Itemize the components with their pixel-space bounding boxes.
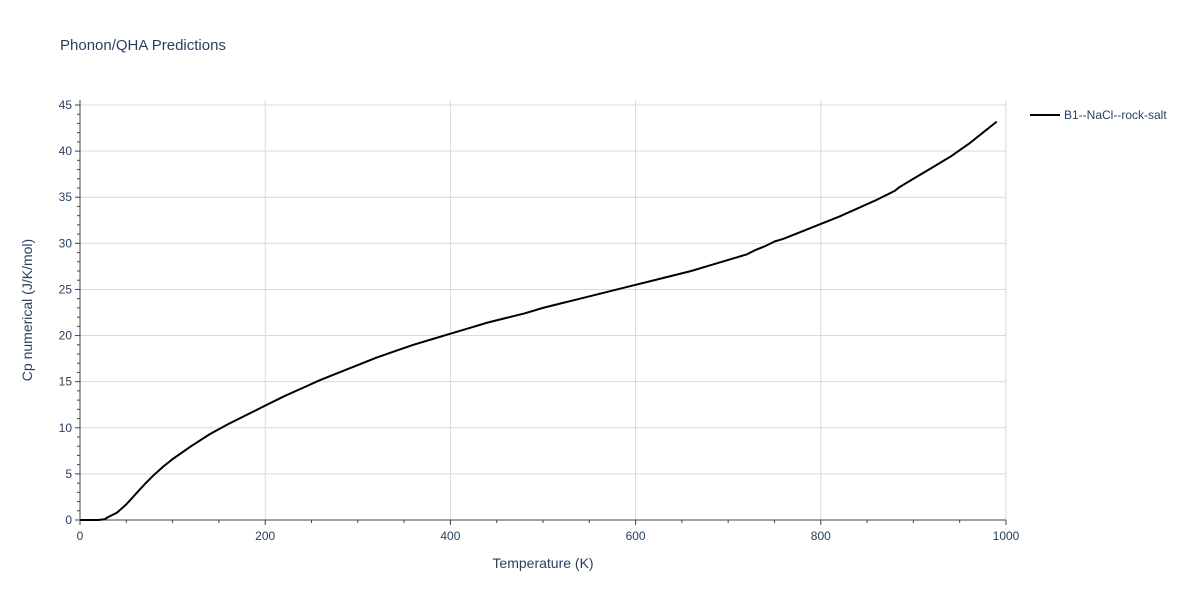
y-tick-label: 30 <box>59 236 73 250</box>
series-line <box>80 120 998 521</box>
x-tick-label: 0 <box>77 529 84 543</box>
y-tick-label: 5 <box>65 467 72 481</box>
legend-label: B1--NaCl--rock-salt <box>1064 108 1167 122</box>
chart-title: Phonon/QHA Predictions <box>60 37 226 54</box>
y-tick-label: 25 <box>59 282 73 296</box>
x-tick-label: 800 <box>811 529 831 543</box>
x-tick-label: 200 <box>255 529 275 543</box>
plot-area <box>80 120 998 521</box>
y-tick-label: 10 <box>59 421 73 435</box>
y-tick-label: 45 <box>59 98 73 112</box>
axes: 0 5 10 15 20 25 30 35 40 45 0 200 400 600 800 1000 <box>59 98 1020 543</box>
x-tick-label: 1000 <box>993 529 1020 543</box>
y-tick-label: 0 <box>65 513 72 527</box>
x-tick-label: 600 <box>626 529 646 543</box>
x-axis-title: Temperature (K) <box>492 555 593 571</box>
legend: B1--NaCl--rock-salt <box>1030 108 1167 122</box>
y-tick-label: 35 <box>59 190 73 204</box>
y-tick-label: 15 <box>59 375 73 389</box>
x-tick-label: 400 <box>440 529 460 543</box>
y-tick-label: 40 <box>59 144 73 158</box>
y-axis-title: Cp numerical (J/K/mol) <box>19 239 35 381</box>
y-tick-label: 20 <box>59 329 73 343</box>
gridlines <box>79 100 1007 521</box>
